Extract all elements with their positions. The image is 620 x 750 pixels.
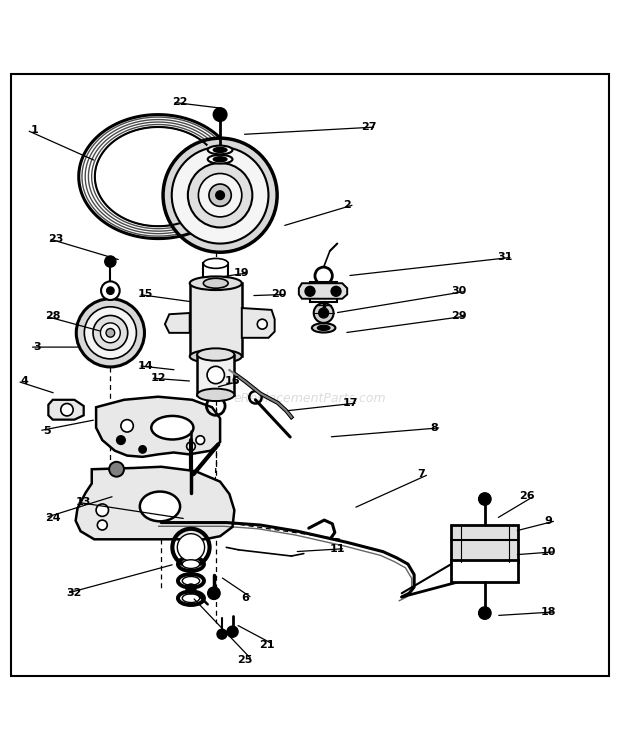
Text: 25: 25: [237, 656, 252, 665]
Circle shape: [61, 404, 73, 416]
Circle shape: [163, 138, 277, 252]
Text: 19: 19: [234, 268, 250, 278]
Circle shape: [217, 629, 227, 639]
Text: 29: 29: [451, 311, 467, 321]
Text: 23: 23: [48, 233, 63, 244]
Text: 21: 21: [259, 640, 275, 650]
Circle shape: [109, 462, 124, 477]
Text: 28: 28: [45, 311, 61, 321]
Bar: [451, 525, 518, 562]
Circle shape: [177, 534, 205, 561]
Text: 22: 22: [172, 98, 187, 107]
Circle shape: [105, 256, 116, 267]
Circle shape: [331, 286, 341, 296]
Text: 27: 27: [361, 122, 376, 132]
Circle shape: [305, 286, 315, 296]
Bar: [203, 263, 228, 284]
Text: 4: 4: [21, 376, 29, 386]
Circle shape: [188, 163, 252, 227]
Ellipse shape: [140, 491, 180, 521]
Text: 15: 15: [138, 290, 153, 299]
Polygon shape: [299, 284, 347, 298]
Polygon shape: [48, 400, 84, 420]
Circle shape: [100, 323, 120, 343]
Circle shape: [187, 442, 195, 451]
Circle shape: [314, 303, 334, 323]
Text: 1: 1: [30, 125, 38, 135]
Ellipse shape: [151, 416, 193, 440]
Text: 6: 6: [241, 593, 249, 603]
Circle shape: [479, 493, 491, 506]
Circle shape: [213, 108, 227, 122]
Text: 16: 16: [224, 376, 241, 386]
Text: 17: 17: [342, 398, 358, 408]
Text: 12: 12: [150, 373, 166, 383]
Ellipse shape: [190, 350, 242, 363]
Ellipse shape: [197, 388, 234, 401]
Circle shape: [107, 287, 114, 295]
Circle shape: [196, 436, 205, 445]
Polygon shape: [165, 313, 190, 333]
Text: 18: 18: [541, 607, 557, 616]
Ellipse shape: [213, 148, 227, 152]
Text: 20: 20: [272, 290, 286, 299]
Circle shape: [97, 520, 107, 530]
Text: 14: 14: [138, 361, 154, 370]
Text: 30: 30: [451, 286, 466, 296]
Bar: [451, 560, 518, 582]
Circle shape: [106, 328, 115, 338]
Circle shape: [207, 366, 224, 384]
Ellipse shape: [203, 278, 228, 288]
Circle shape: [121, 420, 133, 432]
Polygon shape: [96, 397, 220, 457]
Circle shape: [117, 436, 125, 445]
Circle shape: [257, 320, 267, 329]
Ellipse shape: [208, 146, 232, 154]
Ellipse shape: [182, 577, 200, 585]
Circle shape: [76, 298, 144, 367]
Circle shape: [93, 316, 128, 350]
Circle shape: [84, 307, 136, 359]
Circle shape: [101, 281, 120, 300]
Ellipse shape: [182, 594, 200, 602]
Ellipse shape: [312, 323, 335, 332]
Bar: [310, 282, 337, 302]
Text: 11: 11: [330, 544, 346, 554]
Circle shape: [139, 446, 146, 453]
Text: 8: 8: [430, 423, 438, 433]
Circle shape: [208, 587, 220, 599]
Text: 32: 32: [67, 588, 82, 598]
Text: 31: 31: [498, 252, 513, 262]
Text: 2: 2: [343, 200, 351, 209]
Text: eReplacementParts.com: eReplacementParts.com: [234, 392, 386, 405]
Text: 3: 3: [33, 342, 41, 352]
Ellipse shape: [317, 326, 330, 330]
Bar: [197, 355, 234, 395]
Circle shape: [216, 190, 224, 200]
Ellipse shape: [208, 155, 232, 164]
Text: 10: 10: [541, 547, 556, 556]
Text: 13: 13: [76, 497, 91, 507]
Polygon shape: [242, 308, 275, 338]
Ellipse shape: [182, 560, 200, 568]
Circle shape: [198, 173, 242, 217]
Circle shape: [172, 147, 268, 244]
Text: 5: 5: [43, 426, 50, 436]
Ellipse shape: [203, 259, 228, 268]
Text: 9: 9: [545, 516, 552, 526]
Text: 26: 26: [519, 491, 535, 501]
Circle shape: [227, 626, 238, 638]
Polygon shape: [76, 466, 234, 539]
Circle shape: [96, 504, 108, 516]
Ellipse shape: [190, 277, 242, 290]
Text: 7: 7: [418, 470, 425, 479]
Ellipse shape: [213, 157, 227, 162]
Circle shape: [186, 584, 196, 594]
Circle shape: [319, 308, 329, 318]
Circle shape: [209, 184, 231, 206]
Circle shape: [479, 607, 491, 619]
Text: 24: 24: [45, 512, 61, 523]
Bar: [190, 284, 242, 356]
Ellipse shape: [197, 348, 234, 361]
